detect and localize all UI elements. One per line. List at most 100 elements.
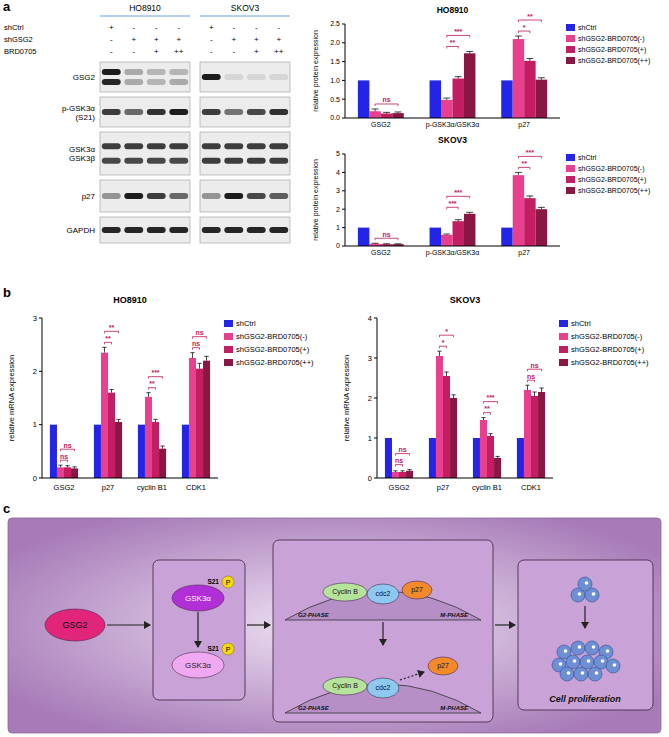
bar (487, 436, 494, 478)
significance-label: * (445, 328, 448, 335)
plot-area (50, 347, 210, 478)
y-axis (345, 24, 346, 118)
bar (145, 397, 152, 478)
blot-band (269, 158, 288, 164)
blot-row-label-line: GSK3β (69, 154, 95, 163)
treatment-mark: - (110, 35, 113, 44)
treatment-label: shGSG2 (4, 35, 33, 44)
bar (536, 80, 547, 118)
x-axis (345, 118, 560, 119)
legend-swatch (566, 176, 575, 183)
treatment-mark: - (277, 23, 280, 32)
significance-bracket (60, 460, 67, 462)
axis-title: relative mRNA expression (342, 355, 351, 441)
y-axis (42, 318, 43, 478)
bar (94, 425, 101, 478)
blot-band (224, 227, 243, 233)
treatment-mark: - (132, 47, 135, 56)
chart: HO8910relative protein expression0.00.51… (312, 5, 651, 129)
bar (392, 113, 403, 118)
legend-label: shGSG2-BRD0705(+) (571, 345, 645, 354)
error-bar (538, 78, 545, 80)
plot-area (358, 36, 547, 118)
diagram-node-label: GSG2 (62, 620, 87, 630)
significance-label: ns (60, 453, 68, 460)
legend-swatch (224, 359, 233, 366)
panel-letter: a (3, 0, 11, 14)
bar (57, 467, 64, 478)
y-tick-label: 2 (368, 394, 372, 403)
error-bar (495, 456, 499, 458)
blot-strip (200, 180, 290, 212)
cell-nucleus (559, 662, 563, 666)
bar (443, 376, 450, 478)
significance-bracket (447, 46, 458, 48)
bar (501, 228, 512, 246)
blot-strip (100, 132, 190, 175)
significance-bracket (518, 156, 541, 158)
diagram-node (172, 585, 224, 611)
cell-nucleus (613, 663, 617, 667)
cell-nucleus (587, 659, 591, 663)
legend-label: shGSG2-BRD0705(-) (578, 165, 645, 173)
blot-band (147, 193, 166, 199)
y-tick-label: 2 (33, 367, 37, 376)
blot-band (147, 143, 166, 149)
axis-title: relative mRNA expression (7, 355, 16, 441)
diagram-background (8, 518, 661, 733)
blot-row-label: GSK3αGSK3β (69, 145, 95, 163)
x-tick-label: cyclin B1 (472, 483, 502, 492)
blot-band (147, 79, 166, 85)
treatment-mark: - (232, 47, 235, 56)
significance-bracket (60, 449, 74, 451)
blot-band (124, 143, 143, 149)
diagram-node (45, 609, 105, 641)
diagram-node-label: GSK3α (185, 661, 211, 670)
legend-label: shGSG2-BRD0705(+) (578, 46, 646, 54)
bar (406, 471, 413, 478)
legend-label: shGSG2-BRD0705(-) (578, 35, 645, 43)
phospho-label: P (226, 646, 231, 653)
error-bar (443, 234, 450, 236)
blot-band (202, 193, 221, 199)
y-tick (342, 118, 345, 119)
bar (480, 420, 487, 478)
blot-band (124, 227, 143, 233)
significance-bracket (104, 342, 111, 344)
cell-nucleus (564, 649, 568, 653)
legend-swatch (559, 320, 568, 327)
error-bar (58, 465, 62, 467)
blot-band (102, 227, 121, 233)
y-tick (39, 424, 42, 425)
error-bar (451, 395, 455, 398)
significance-label: ** (484, 405, 490, 412)
error-bar (539, 388, 543, 392)
diagram-box (518, 560, 653, 710)
treatment-mark: - (210, 35, 213, 44)
diagram-arrow (400, 672, 424, 680)
chart-title: HO8910 (113, 295, 147, 305)
diagram-node (367, 678, 399, 698)
bar (524, 390, 531, 478)
treatment-mark: + (276, 35, 281, 44)
bar (441, 100, 452, 118)
blot-strip (200, 217, 290, 243)
blot-band (224, 74, 243, 80)
chart: SKOV3relative protein expression012345GS… (312, 135, 651, 257)
x-axis (42, 478, 218, 479)
legend-label: shGSG2-BRD0705(+) (236, 345, 310, 354)
pathway-diagram: GSG2GSK3αPS21GSK3αPS21G2-PHASEM-PHASECyc… (8, 518, 661, 733)
blot-band (247, 109, 266, 115)
treatment-mark: - (155, 23, 158, 32)
diagram-arrow (247, 624, 270, 625)
blot-strip (100, 97, 190, 127)
bar (429, 438, 436, 478)
cell-nucleus (567, 671, 571, 675)
diagram-node-label: cdc2 (376, 684, 391, 691)
blot-title-rule (200, 16, 290, 17)
significance-bracket (375, 104, 398, 106)
blot-band (102, 69, 121, 75)
site-label: S21 (207, 645, 219, 652)
blot-band (102, 158, 121, 164)
x-tick-label: p27 (518, 249, 530, 257)
